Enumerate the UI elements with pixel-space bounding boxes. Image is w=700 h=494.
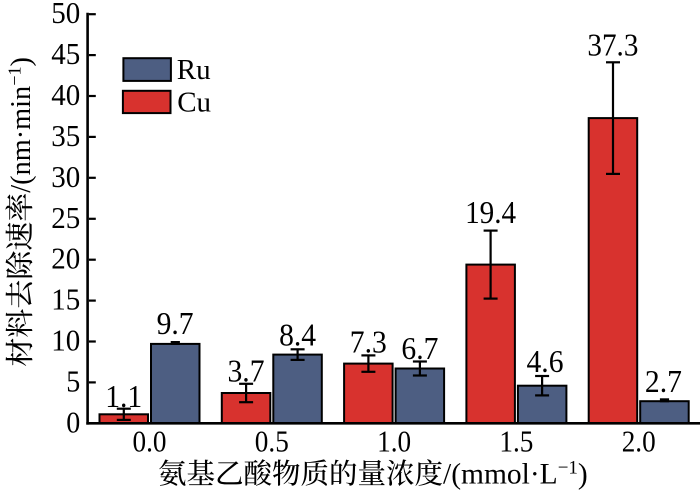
svg-text:45: 45 — [51, 36, 80, 71]
svg-text:1.5: 1.5 — [499, 424, 533, 459]
svg-text:5: 5 — [66, 363, 80, 398]
svg-text:25: 25 — [51, 200, 80, 235]
svg-text:6.7: 6.7 — [401, 330, 438, 366]
svg-text:0.5: 0.5 — [255, 424, 289, 459]
svg-text:Cu: Cu — [177, 86, 211, 118]
svg-text:50: 50 — [51, 0, 80, 30]
svg-text:1.0: 1.0 — [377, 424, 411, 459]
svg-text:2.7: 2.7 — [645, 363, 682, 399]
svg-text:19.4: 19.4 — [465, 194, 516, 230]
svg-text:40: 40 — [51, 77, 80, 112]
svg-text:8.4: 8.4 — [279, 316, 316, 352]
svg-text:20: 20 — [51, 241, 80, 276]
svg-text:1.1: 1.1 — [105, 378, 142, 414]
svg-text:9.7: 9.7 — [157, 305, 194, 341]
svg-text:Ru: Ru — [177, 54, 211, 86]
svg-text:2.0: 2.0 — [622, 424, 656, 459]
svg-text:3.7: 3.7 — [228, 353, 265, 389]
svg-text:30: 30 — [51, 159, 80, 194]
svg-text:4.6: 4.6 — [527, 343, 564, 379]
svg-text:35: 35 — [51, 118, 80, 153]
svg-text:37.3: 37.3 — [587, 27, 638, 63]
svg-text:0: 0 — [66, 404, 80, 439]
svg-text:15: 15 — [51, 282, 80, 317]
svg-text:10: 10 — [51, 323, 80, 358]
svg-text:0.0: 0.0 — [133, 424, 167, 459]
svg-text:7.3: 7.3 — [350, 324, 387, 360]
